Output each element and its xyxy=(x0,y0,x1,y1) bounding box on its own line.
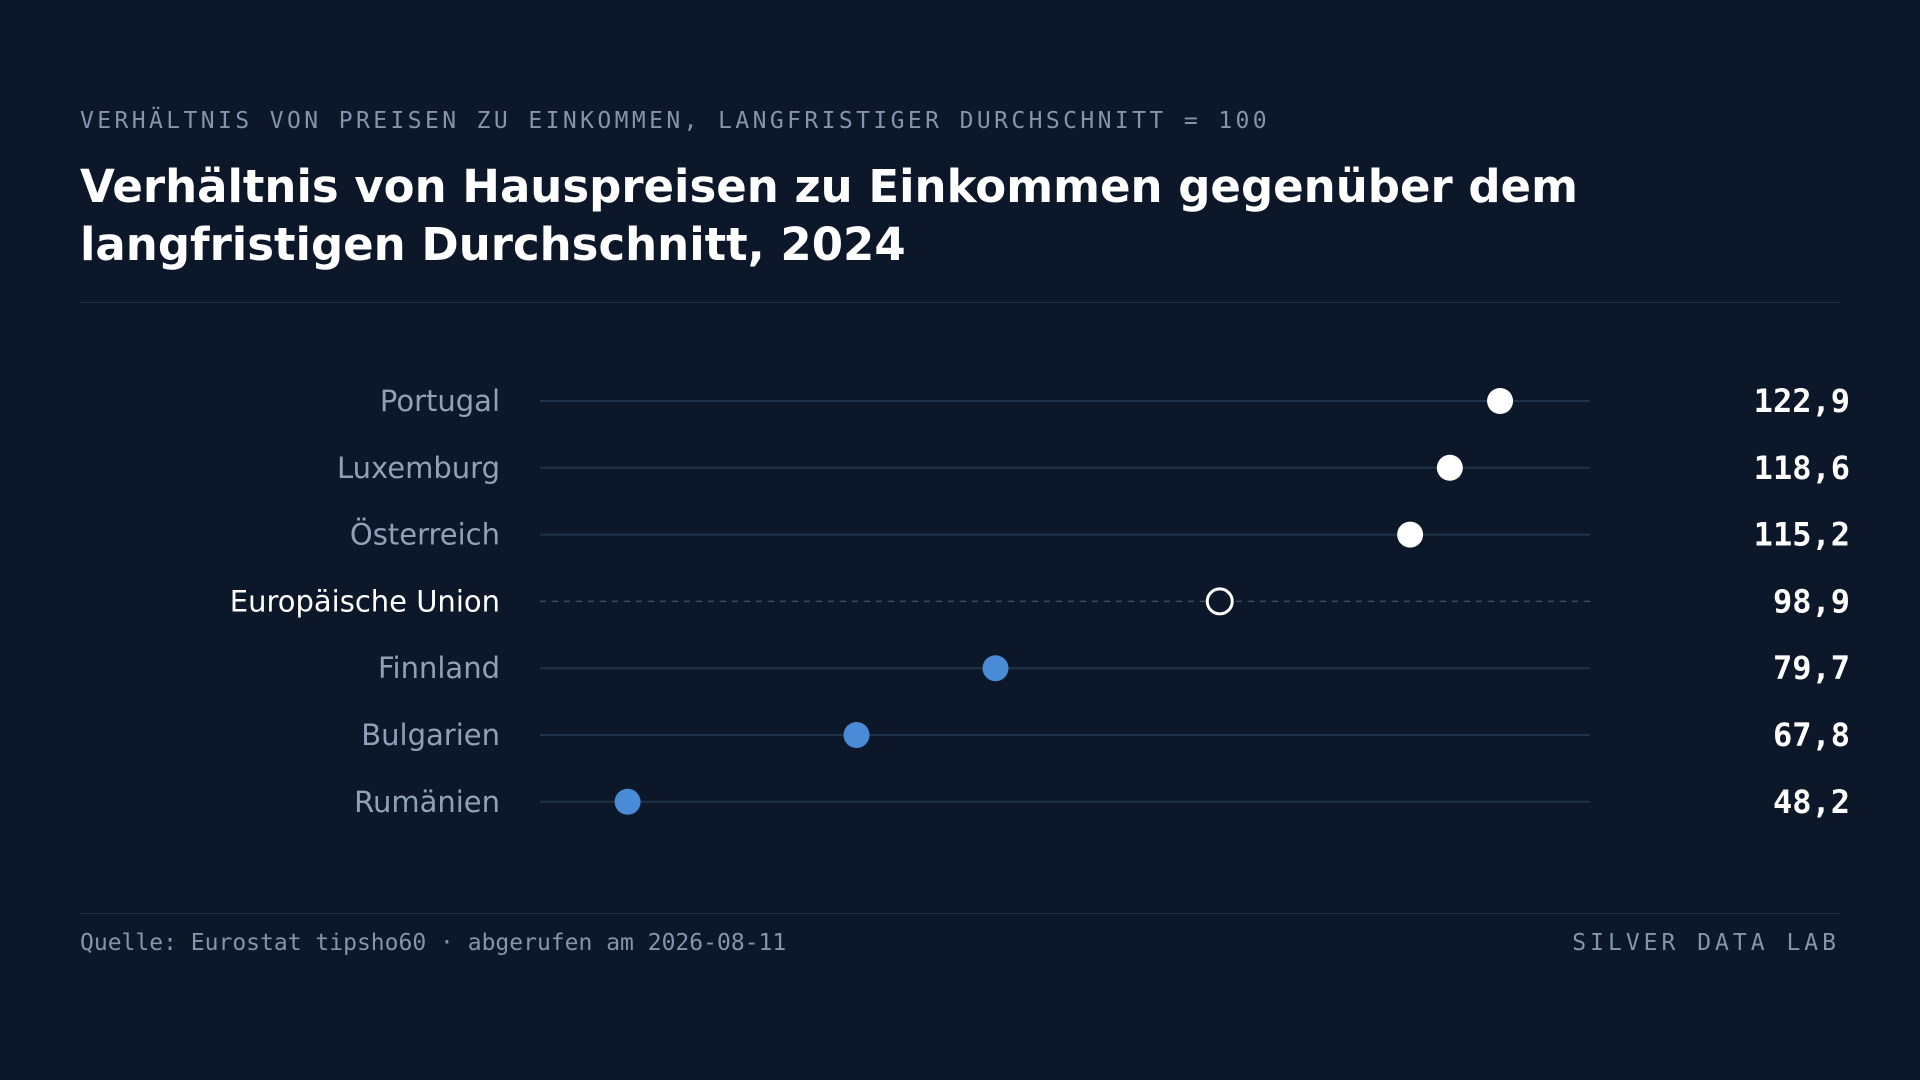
value-label-4: 79,7 xyxy=(1773,649,1850,687)
chart-eyebrow: VERHÄLTNIS VON PREISEN ZU EINKOMMEN, LAN… xyxy=(80,108,1271,134)
value-label-1: 118,6 xyxy=(1754,449,1850,487)
data-point-0 xyxy=(1487,388,1514,414)
category-label-1: Luxemburg xyxy=(337,451,500,485)
data-point-4 xyxy=(982,655,1009,682)
data-point-3 xyxy=(1205,587,1234,616)
header-divider xyxy=(80,302,1840,303)
category-label-6: Rumänien xyxy=(354,785,500,819)
category-label-0: Portugal xyxy=(380,384,500,418)
footer-divider xyxy=(80,913,1840,914)
chart-title: Verhältnis von Hauspreisen zu Einkommen … xyxy=(80,160,1578,271)
value-label-6: 48,2 xyxy=(1773,783,1850,821)
category-label-4: Finnland xyxy=(378,651,500,685)
data-point-5 xyxy=(843,722,870,748)
category-label-5: Bulgarien xyxy=(361,718,500,752)
data-point-2 xyxy=(1397,521,1424,548)
data-point-6 xyxy=(614,788,641,815)
category-label-2: Österreich xyxy=(350,518,500,552)
brand-label: SILVER DATA LAB xyxy=(1572,930,1840,956)
value-label-5: 67,8 xyxy=(1773,716,1850,754)
source-note: Quelle: Eurostat tipsho60 · abgerufen am… xyxy=(80,930,787,956)
data-point-1 xyxy=(1436,454,1463,481)
value-label-0: 122,9 xyxy=(1754,382,1850,420)
category-label-3: Europäische Union xyxy=(230,584,500,618)
value-label-3: 98,9 xyxy=(1773,582,1850,620)
value-label-2: 115,2 xyxy=(1754,516,1850,554)
